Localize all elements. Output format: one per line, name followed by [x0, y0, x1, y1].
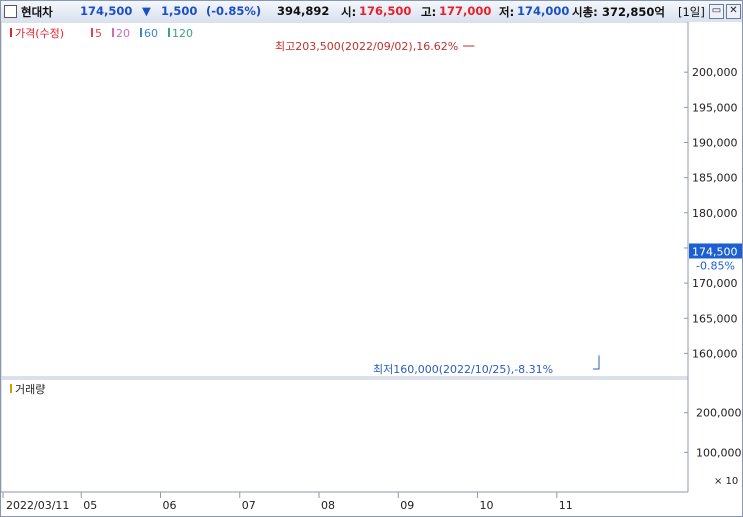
legend-ma-marker: [140, 28, 142, 37]
current-price: 174,500: [80, 4, 133, 18]
title-bar: 현대차 174,500 ▼ 1,500 (-0.85%) 394,892 시: …: [1, 1, 742, 23]
volume-unit: × 10: [714, 476, 738, 487]
market-cap-value: 372,850억: [602, 5, 665, 19]
min-arrow: [593, 355, 600, 370]
y-tick-label: 170,000: [692, 277, 738, 290]
current-price-label: 174,500: [692, 245, 738, 258]
open-label: 시:: [341, 5, 357, 19]
open-value: 176,500: [359, 4, 412, 18]
price-change: 1,500: [161, 4, 198, 18]
legend-ma-marker: [112, 28, 114, 37]
y-tick-label: 195,000: [692, 101, 738, 114]
legend-ma-marker: [168, 28, 170, 37]
volume-y-tick-label: 200,000: [696, 407, 742, 420]
y-tick-label: 185,000: [692, 172, 738, 185]
period-selector[interactable]: [1일]: [678, 5, 705, 19]
low-value: 174,000: [517, 4, 570, 18]
legend-ma-60: 60: [144, 27, 158, 40]
y-tick-label: 180,000: [692, 207, 738, 220]
y-tick-label: 190,000: [692, 136, 738, 149]
x-tick-label: 09: [400, 499, 414, 512]
labels: 160,000165,000170,000175,000180,000185,0…: [6, 27, 742, 512]
x-tick-label: 07: [242, 499, 256, 512]
x-tick-label: 2022/03/11: [6, 499, 69, 512]
volume-today: 394,892: [277, 4, 330, 18]
right-axis-bg: [688, 22, 742, 516]
close-icon[interactable]: ✕: [726, 4, 741, 19]
legend-ma-5: 5: [95, 27, 102, 40]
y-tick-label: 200,000: [692, 66, 738, 79]
current-price-tag: [689, 243, 742, 259]
legend-volume-label: 거래량: [15, 383, 45, 396]
x-tick-label: 08: [321, 499, 335, 512]
y-tick-label: 160,000: [692, 347, 738, 360]
x-tick-label: 10: [480, 499, 494, 512]
legend-price-label: 가격(수정): [15, 27, 64, 40]
max-annotation: 최고203,500(2022/09/02),16.62%: [275, 40, 458, 53]
legend-ma-120: 120: [172, 27, 193, 40]
axes: [1, 22, 742, 516]
market-cap-label: 시총:: [572, 5, 598, 19]
volume-y-tick-label: 100,000: [696, 446, 742, 459]
price-plot-frame: [1, 22, 689, 378]
legend-price-marker: [10, 28, 12, 37]
high-label: 고:: [421, 5, 437, 19]
price-change-pct: (-0.85%): [206, 4, 262, 18]
current-pct-label: -0.85%: [696, 259, 735, 272]
window-icon: [4, 5, 17, 18]
low-label: 저:: [499, 5, 515, 19]
y-tick-label: 165,000: [692, 312, 738, 325]
volume-plot-frame: [1, 378, 689, 493]
high-value: 177,000: [439, 4, 492, 18]
legend-ma-20: 20: [116, 27, 130, 40]
legend-ma-marker: [91, 28, 93, 37]
stock-name: 현대차: [21, 5, 53, 19]
legend-volume-marker: [10, 384, 12, 393]
down-arrow-icon: ▼: [142, 4, 151, 18]
restore-icon[interactable]: ▭: [709, 4, 724, 19]
x-tick-label: 06: [163, 499, 177, 512]
price-legend: 가격(수정) 5 20 60 120: [10, 27, 193, 40]
min-annotation: 최저160,000(2022/10/25),-8.31%: [373, 363, 553, 376]
x-tick-label: 05: [83, 499, 97, 512]
x-tick-label: 11: [559, 499, 573, 512]
chart-area: 160,000165,000170,000175,000180,000185,0…: [1, 22, 742, 516]
